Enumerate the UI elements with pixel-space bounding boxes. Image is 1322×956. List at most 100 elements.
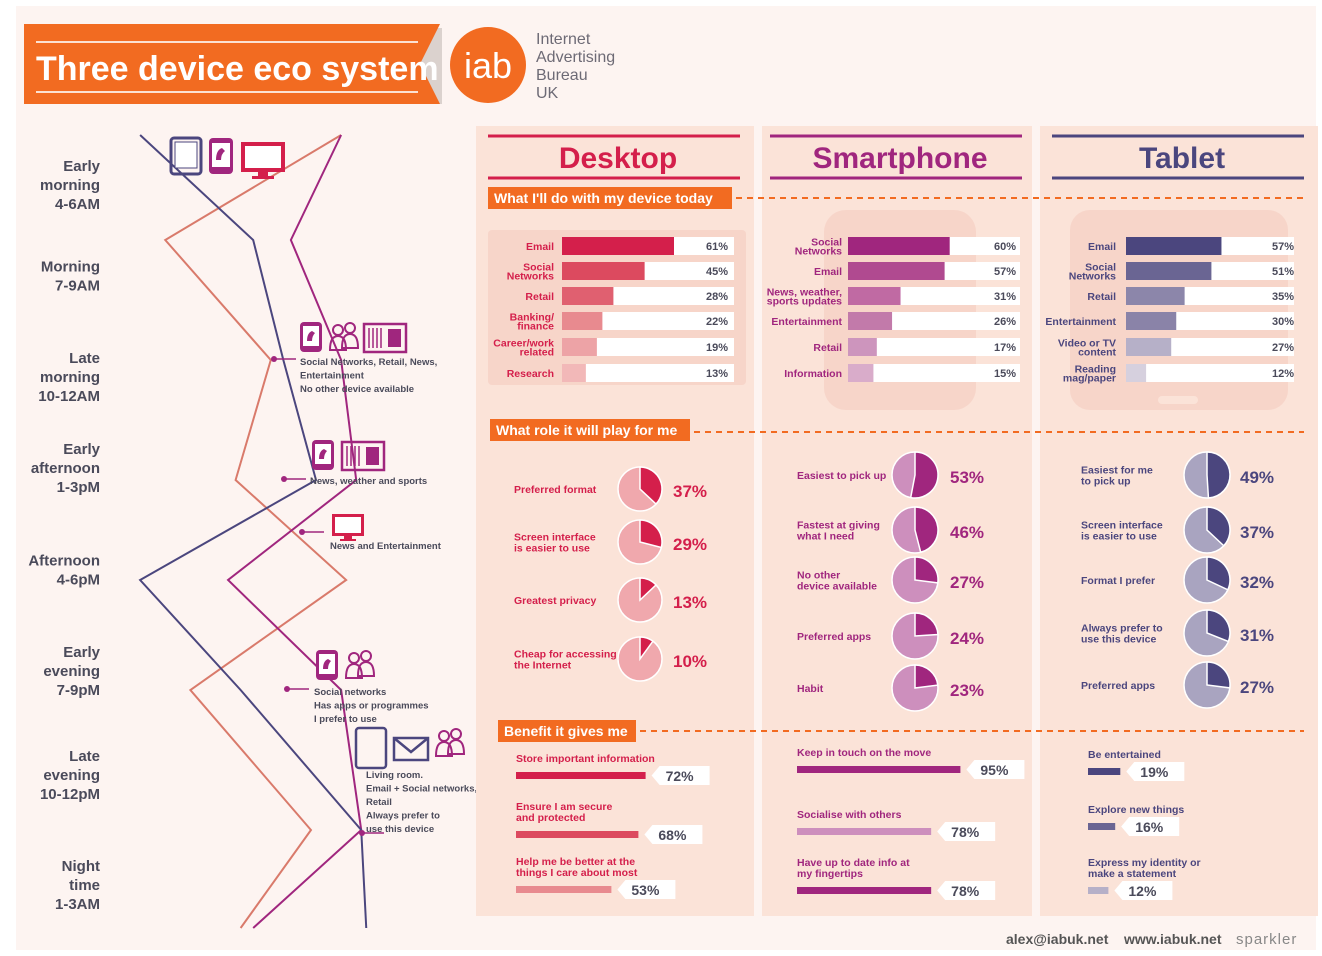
- benefit-chart-tablet: Be entertained 19% Explore new things 16% Ex…: [1088, 749, 1201, 900]
- bar-label: Retail: [1087, 291, 1116, 303]
- pie-label: No other: [797, 570, 840, 582]
- time-label: 4-6AM: [55, 196, 100, 213]
- benefit-label: Explore new things: [1088, 804, 1184, 816]
- smartphone-icon: [300, 322, 322, 352]
- benefit-value: 95%: [980, 762, 1009, 778]
- benefit-bar: [516, 831, 639, 838]
- annotation-text: Has apps or programmes: [314, 701, 429, 712]
- pie-slice: [1206, 506, 1231, 547]
- benefit-value: 19%: [1140, 764, 1169, 780]
- annotation-text: Living room.: [366, 770, 423, 781]
- time-label: Late: [69, 350, 100, 367]
- time-label: Late: [69, 748, 100, 765]
- bar-label: Email: [814, 266, 842, 278]
- desktop-icon: [241, 142, 285, 179]
- bar-value: 28%: [706, 291, 728, 303]
- desktop-icon: [332, 514, 364, 541]
- pie-slice: [1206, 556, 1231, 591]
- footer-email[interactable]: alex@iabuk.net: [1006, 931, 1109, 947]
- pie-slice: [909, 451, 939, 499]
- pie-label: Cheap for accessing: [514, 649, 617, 661]
- device-icons: [169, 136, 285, 179]
- time-label: 1-3pM: [57, 479, 100, 496]
- time-labels: Early morning 4-6AM Morning 7-9AM Late morning…: [28, 158, 100, 913]
- section-label-today: [488, 187, 732, 209]
- time-label: 7-9AM: [55, 278, 100, 295]
- benefit-label: Be entertained: [1088, 749, 1161, 761]
- bar-value: 61%: [706, 241, 728, 253]
- usage-line-smartphone: [226, 134, 363, 929]
- benefit-bar: [1088, 823, 1116, 830]
- annotation-text: Entertainment: [300, 371, 365, 382]
- bar-track: [562, 312, 734, 330]
- section-label-role-text: What role it will play for me: [496, 422, 677, 438]
- annotation: Living room. Email + Social networks, Reta…: [354, 726, 477, 836]
- annotation: Social networks Has apps or programmes I p…: [284, 650, 429, 725]
- bar-track: [848, 338, 1020, 356]
- bar-label: Networks: [507, 271, 554, 283]
- benefit-label: Express my identity or: [1088, 857, 1201, 869]
- bar: [848, 312, 893, 330]
- people-icon: [328, 322, 360, 351]
- time-label: evening: [43, 767, 100, 784]
- panel-title-desktop: Desktop: [559, 142, 677, 175]
- bar-label: Networks: [1069, 271, 1116, 283]
- bar-label: sports updates: [767, 296, 842, 308]
- bar-value: 26%: [994, 316, 1016, 328]
- pie-value: 53%: [950, 468, 984, 487]
- bar-track: [562, 364, 734, 382]
- bar-value: 12%: [1272, 368, 1294, 380]
- bar-label: Career/work: [493, 338, 554, 350]
- panel-title-smartphone: Smartphone: [812, 142, 987, 175]
- pie-label: device available: [797, 581, 877, 593]
- pie-slice: [639, 519, 663, 549]
- time-label: 7-9pM: [57, 682, 100, 699]
- pie-label: Always prefer to: [1081, 623, 1163, 635]
- bar: [848, 364, 874, 382]
- benefit-bar: [797, 887, 932, 894]
- bar-label: mag/paper: [1063, 373, 1116, 385]
- smartphone-icon: [312, 440, 334, 470]
- annotation-text: No other device available: [300, 384, 414, 395]
- pie-label: use this device: [1081, 634, 1156, 646]
- time-label: morning: [40, 177, 100, 194]
- smartphone-silhouette: [824, 210, 976, 410]
- footer-web[interactable]: www.iabuk.net: [1123, 931, 1222, 947]
- bar-label: content: [1078, 347, 1116, 359]
- org-line-2: Advertising: [536, 49, 615, 66]
- bar-value: 15%: [994, 368, 1016, 380]
- bar: [1126, 262, 1212, 280]
- pie-label: Preferred apps: [1081, 680, 1155, 692]
- benefit-bar: [516, 886, 612, 893]
- bar-value: 19%: [706, 342, 728, 354]
- bar-value: 22%: [706, 316, 728, 328]
- section-label-benefit-text: Benefit it gives me: [504, 723, 628, 739]
- benefit-value-tag: [966, 760, 1025, 779]
- pie-label: Screen interface: [1081, 520, 1163, 532]
- benefit-value-tag: [937, 822, 996, 841]
- people-icon: [434, 728, 466, 757]
- pie-label: Easiest to pick up: [797, 470, 886, 482]
- benefit-bar-charts: Store important information 72% Ensure I a…: [516, 747, 1201, 900]
- pie-value: 37%: [1240, 523, 1274, 542]
- email-icon: [392, 736, 430, 762]
- bar: [848, 338, 877, 356]
- bar: [848, 262, 945, 280]
- annotation: Social Networks, Retail, News, Entertainm…: [271, 322, 437, 395]
- bar-value: 27%: [1272, 342, 1294, 354]
- benefit-value-tag: [617, 880, 676, 899]
- iab-logo: [450, 27, 526, 103]
- bar-label: Reading: [1075, 364, 1116, 376]
- pie-slice: [914, 612, 939, 637]
- bar-track: [848, 364, 1020, 382]
- bar-label: Entertainment: [771, 316, 842, 328]
- annotation: News, weather and sports: [281, 440, 427, 487]
- pie-label: Easiest for me: [1081, 465, 1153, 477]
- org-line-1: Internet: [536, 31, 591, 48]
- benefit-label: and protected: [516, 812, 585, 824]
- panel-title-tablet: Tablet: [1139, 142, 1225, 175]
- section-label-today-text: What I'll do with my device today: [494, 190, 713, 206]
- benefit-bar: [797, 828, 932, 835]
